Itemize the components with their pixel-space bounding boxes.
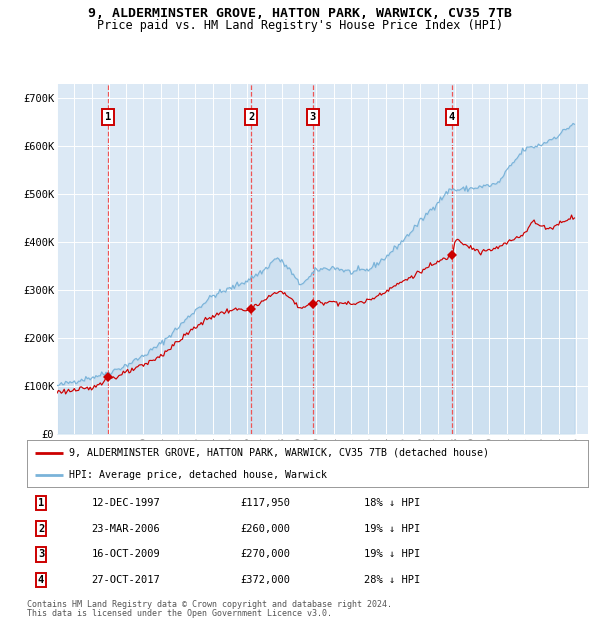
Text: 2: 2 xyxy=(248,112,254,122)
Text: 4: 4 xyxy=(449,112,455,122)
Text: 27-OCT-2017: 27-OCT-2017 xyxy=(92,575,160,585)
Text: 9, ALDERMINSTER GROVE, HATTON PARK, WARWICK, CV35 7TB (detached house): 9, ALDERMINSTER GROVE, HATTON PARK, WARW… xyxy=(69,448,489,458)
Text: £260,000: £260,000 xyxy=(240,524,290,534)
Text: HPI: Average price, detached house, Warwick: HPI: Average price, detached house, Warw… xyxy=(69,470,327,480)
Text: £117,950: £117,950 xyxy=(240,498,290,508)
Text: Contains HM Land Registry data © Crown copyright and database right 2024.: Contains HM Land Registry data © Crown c… xyxy=(27,600,392,609)
Text: 23-MAR-2006: 23-MAR-2006 xyxy=(92,524,160,534)
Text: £372,000: £372,000 xyxy=(240,575,290,585)
Text: 16-OCT-2009: 16-OCT-2009 xyxy=(92,549,160,559)
Text: 28% ↓ HPI: 28% ↓ HPI xyxy=(364,575,420,585)
Text: 12-DEC-1997: 12-DEC-1997 xyxy=(92,498,160,508)
Text: 2: 2 xyxy=(38,524,44,534)
Text: 19% ↓ HPI: 19% ↓ HPI xyxy=(364,549,420,559)
Text: 9, ALDERMINSTER GROVE, HATTON PARK, WARWICK, CV35 7TB: 9, ALDERMINSTER GROVE, HATTON PARK, WARW… xyxy=(88,7,512,20)
Text: 1: 1 xyxy=(38,498,44,508)
Text: 19% ↓ HPI: 19% ↓ HPI xyxy=(364,524,420,534)
Text: This data is licensed under the Open Government Licence v3.0.: This data is licensed under the Open Gov… xyxy=(27,609,332,618)
Text: 1: 1 xyxy=(105,112,111,122)
Text: 3: 3 xyxy=(38,549,44,559)
Text: 4: 4 xyxy=(38,575,44,585)
Text: Price paid vs. HM Land Registry's House Price Index (HPI): Price paid vs. HM Land Registry's House … xyxy=(97,19,503,32)
Text: £270,000: £270,000 xyxy=(240,549,290,559)
Text: 3: 3 xyxy=(310,112,316,122)
Text: 18% ↓ HPI: 18% ↓ HPI xyxy=(364,498,420,508)
